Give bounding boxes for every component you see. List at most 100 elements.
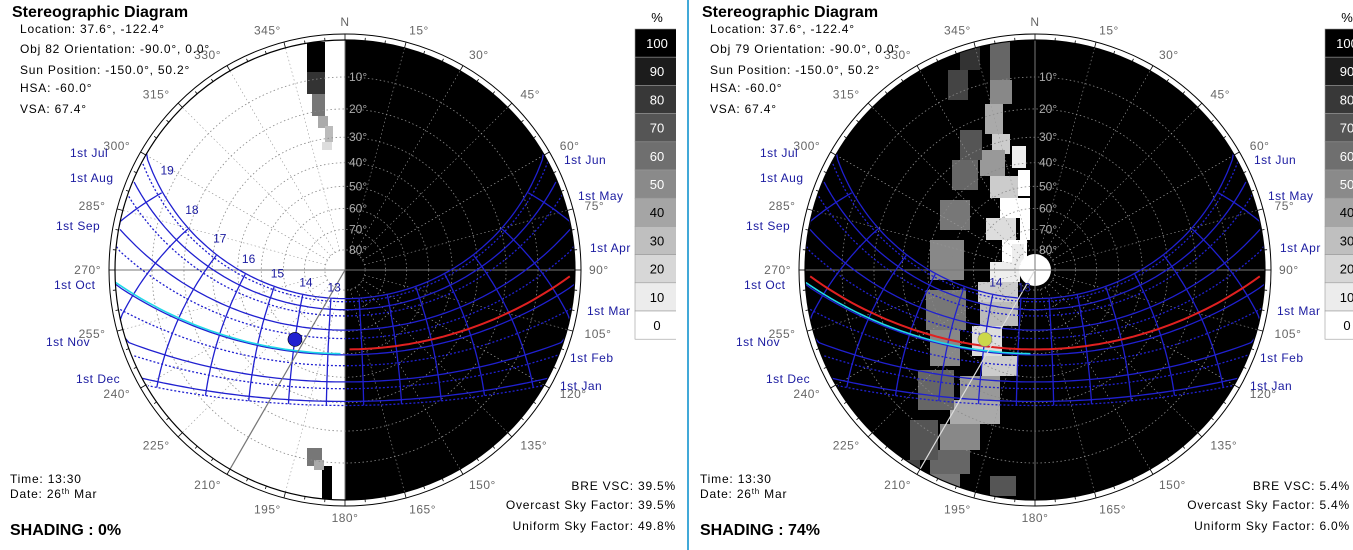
azimuth-tick [423,50,426,55]
sun-path-curve [141,377,549,403]
hour-label: 16 [242,252,256,266]
azimuth-tick [211,78,214,82]
azimuth-tick [520,119,524,123]
azimuth-gridline [359,284,508,433]
altitude-label: 50° [349,179,367,193]
hour-line [325,298,332,406]
scale-cell [1324,28,1353,58]
azimuth-tick [1223,401,1227,404]
scale-label: 40 [650,205,664,220]
azimuth-tick [507,432,513,438]
altitude-label: 30° [1039,130,1057,144]
azimuth-label: 15° [1099,23,1119,37]
scale-cell [634,310,676,340]
hour-label: 13 [1017,281,1031,295]
azimuth-tick [1094,41,1097,48]
shading-cell [322,142,332,150]
sun-path-curve [141,161,549,303]
equinox-path [809,275,1261,351]
time-info: Time: 13:30 [700,472,772,486]
azimuth-tick [133,366,137,369]
scale-cell [1324,169,1353,199]
azimuth-tick [823,366,827,369]
month-label: 1st May [578,189,624,203]
azimuth-label: 30° [469,48,489,62]
azimuth-tick [867,432,873,438]
date-superscript: th [62,487,70,496]
azimuth-gridline [1052,279,1235,386]
azimuth-tick [1197,102,1203,108]
azimuth-tick [1182,91,1186,95]
azimuth-label: 270° [74,263,101,277]
hour-line [119,228,189,320]
month-label: 1st Apr [1280,241,1321,255]
azimuth-label: 120° [1250,387,1277,401]
azimuth-gridline [182,284,331,433]
azimuth-tick [492,445,496,449]
sun-path-curve [119,228,571,331]
scale-cell [634,141,676,171]
azimuth-tick [423,485,426,490]
azimuth-label: 120° [560,387,587,401]
azimuth-label: 165° [1099,503,1126,517]
sun-position-info: Sun Position: -150.0°, 50.2° [20,63,190,77]
month-label: 1st Jun [1254,153,1296,167]
azimuth-tick [476,78,479,82]
scale-cell [1324,85,1353,114]
shading-cell [960,130,982,160]
azimuth-tick [994,496,996,500]
shading-cell [918,370,954,410]
diagram-title: Stereographic Diagram [12,4,188,21]
azimuth-tick [166,417,170,421]
sun-position-marker [287,332,303,347]
shading-value: SHADING : 74% [700,522,820,539]
scale-cell [634,169,676,199]
scale-cell [1324,56,1353,86]
azimuth-tick [1197,432,1203,438]
right-diagram-panel: 14 13 N 15° 30° 45° 60° 75° 90° 105° 120° 135° 150° 1… [690,0,1353,550]
azimuth-label: 90° [589,263,609,277]
sun-path-curve [837,385,1233,407]
azimuth-gridline [1052,154,1235,261]
hour-line [1191,228,1261,320]
azimuth-tick [404,492,407,499]
month-label: 1st Jun [564,153,606,167]
azimuth-tick [884,445,888,449]
azimuth-tick [1094,492,1097,499]
azimuth-tick [1233,151,1240,156]
azimuth-gridline [364,210,568,266]
azimuth-gridline [1054,274,1258,330]
date-suffix: Mar [70,487,97,501]
scale-cell [1324,113,1353,143]
scale-cell [634,254,676,284]
scale-label: 70 [650,121,664,136]
azimuth-tick [560,348,565,351]
azimuth-tick [1233,384,1240,389]
azimuth-gridline [835,154,1018,261]
azimuth-gridline [354,70,461,253]
azimuth-label: N [340,15,349,29]
azimuth-tick [264,50,267,55]
shading-cell [982,356,1018,376]
scale-cell [634,226,676,255]
azimuth-tick [116,208,123,211]
azimuth-tick [507,102,513,108]
orientation-info: Obj 79 Orientation: -90.0°, 0.0° [710,42,900,56]
azimuth-tick [1250,348,1255,351]
azimuth-tick [125,348,130,351]
current-date-path [805,281,1031,355]
shading-cell [952,160,978,190]
scale-label: 10 [1340,290,1353,305]
azimuth-tick [1257,329,1264,332]
shading-value: SHADING : 0% [10,522,121,539]
azimuth-label: 45° [1210,88,1230,102]
azimuth-tick [177,102,183,108]
month-label: 1st Jan [1250,379,1292,393]
azimuth-label: 285° [79,199,106,213]
azimuth-tick [153,136,157,139]
azimuth-tick [1166,458,1169,462]
hour-line [444,273,486,396]
shading-cell [986,218,1016,240]
azimuth-tick [815,348,820,351]
azimuth-label: 300° [103,139,130,153]
